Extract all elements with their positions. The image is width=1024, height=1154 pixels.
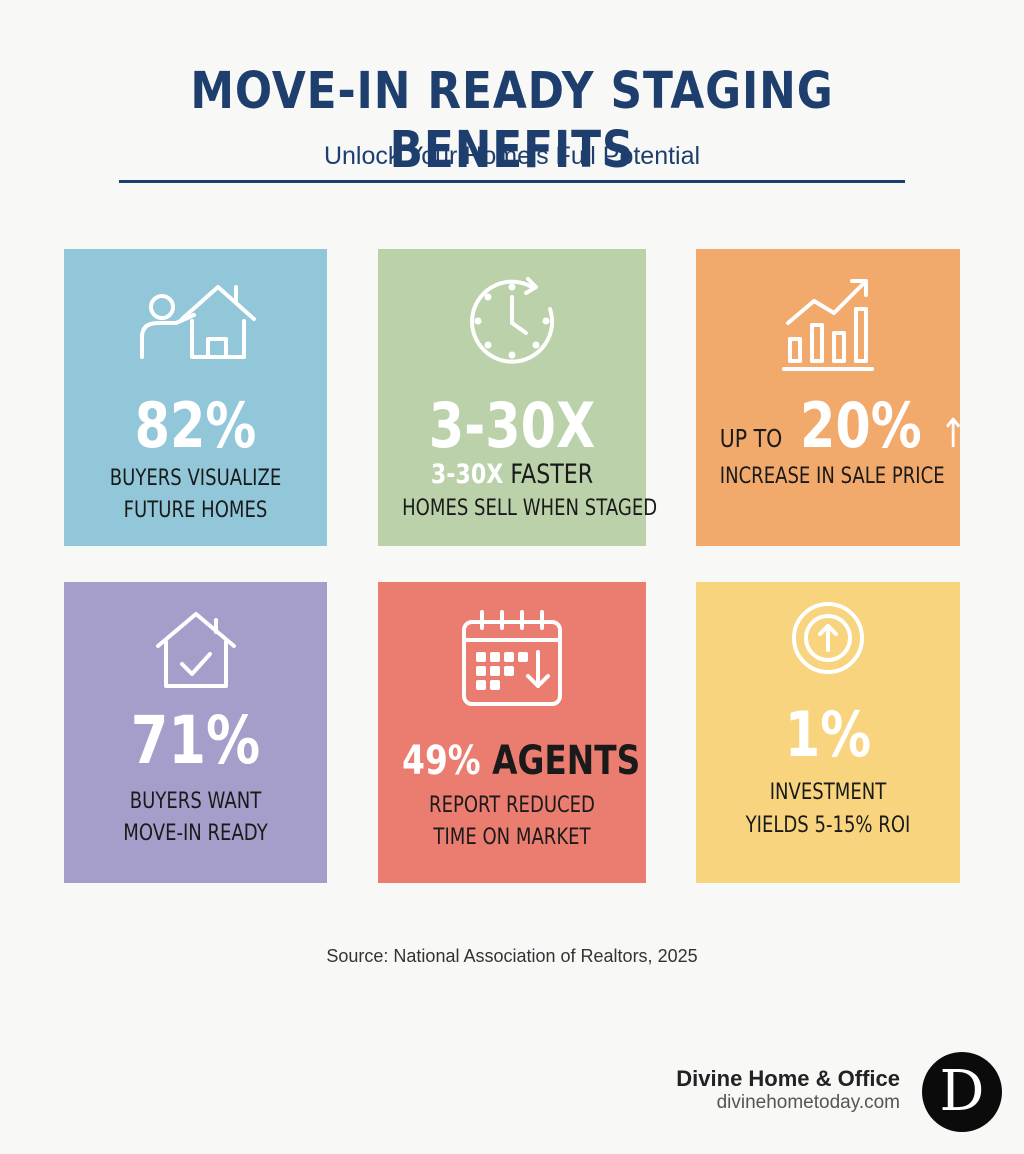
brand-url-link[interactable]: divinehometoday.com [716, 1092, 900, 1113]
stat-value: 20% [800, 389, 922, 462]
stat-caption-line2: MOVE-IN READY [123, 821, 268, 846]
stat-caption-line2: FUTURE HOMES [123, 498, 268, 523]
card-sell-faster: 3-30X 3-30X FASTER HOMES SELL WHEN STAGE… [378, 249, 658, 546]
stat-caption-line1: 3-30X FASTER [402, 459, 622, 491]
page-subtitle: Unlock Your Home’s Full Potential [323, 142, 701, 170]
arrow-up-icon: ↑ [939, 411, 967, 457]
stat-value-row: 49% AGENTS [402, 738, 640, 784]
card-reduced-time: 49% AGENTS REPORT REDUCED TIME ON MARKET [378, 582, 646, 883]
house-check-icon [64, 610, 327, 690]
stat-value: 1% [784, 698, 872, 771]
stat-value-rest: AGENTS [492, 738, 641, 784]
stat-inline: 3-30X [430, 459, 504, 490]
stat-caption-line1: REPORT REDUCED [429, 793, 595, 818]
stat-caption-line1: BUYERS WANT [129, 789, 262, 814]
stat-value: 82% [134, 389, 257, 462]
person-house-icon [64, 279, 327, 359]
stat-caption-line2: TIME ON MARKET [433, 825, 591, 850]
stat-caption-line1: BUYERS VISUALIZE [109, 466, 282, 491]
source-note: Source: National Association of Realtors… [326, 946, 698, 966]
stat-caption-line1: INCREASE IN SALE PRICE [719, 464, 945, 489]
clock-icon [378, 275, 646, 367]
card-investment: 1% INVESTMENT YIELDS 5-15% ROI [696, 582, 960, 883]
stat-prefix: UP TO [719, 424, 783, 453]
bar-chart-growth-icon [696, 275, 960, 371]
stat-value: 3-30X [428, 389, 596, 462]
stat-caption-line2: HOMES SELL WHEN STAGED [402, 496, 658, 521]
stat-value-row: UP TO 20% ↑ [719, 389, 967, 462]
calendar-down-icon [378, 608, 646, 708]
stat-caption-line2: YIELDS 5-15% ROI [745, 813, 911, 838]
stat-caption-rest: FASTER [510, 459, 594, 490]
logo-letter: D [939, 1059, 985, 1124]
card-sale-price: UP TO 20% ↑ INCREASE IN SALE PRICE [696, 249, 967, 546]
card-move-in-ready: 71% BUYERS WANT MOVE-IN READY [64, 582, 327, 883]
card-buyers-visualize: 82% BUYERS VISUALIZE FUTURE HOMES [64, 249, 327, 546]
page-title: MOVE-IN READY STAGING BENEFITS [190, 62, 834, 180]
brand-logo: D [922, 1052, 1002, 1132]
circle-up-arrow-icon [696, 600, 960, 676]
title-divider [119, 180, 905, 183]
stat-caption-line1: INVESTMENT [769, 780, 887, 805]
stat-value: 71% [130, 702, 261, 779]
stat-value: 49% [402, 738, 481, 784]
brand-name: Divine Home & Office [676, 1066, 900, 1091]
